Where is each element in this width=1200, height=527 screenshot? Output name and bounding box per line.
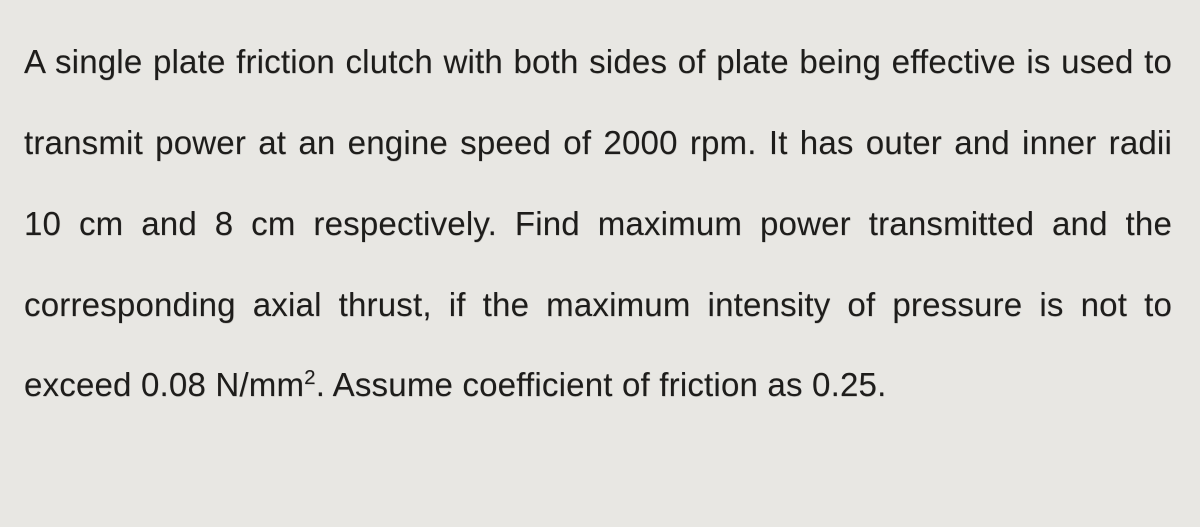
unit-superscript: 2 — [304, 366, 316, 389]
problem-text-part2: . Assume coefficient of friction as 0.25… — [316, 366, 887, 403]
problem-text-block: A single plate friction clutch with both… — [0, 0, 1200, 527]
problem-text-part1: A single plate friction clutch with both… — [24, 43, 1172, 403]
